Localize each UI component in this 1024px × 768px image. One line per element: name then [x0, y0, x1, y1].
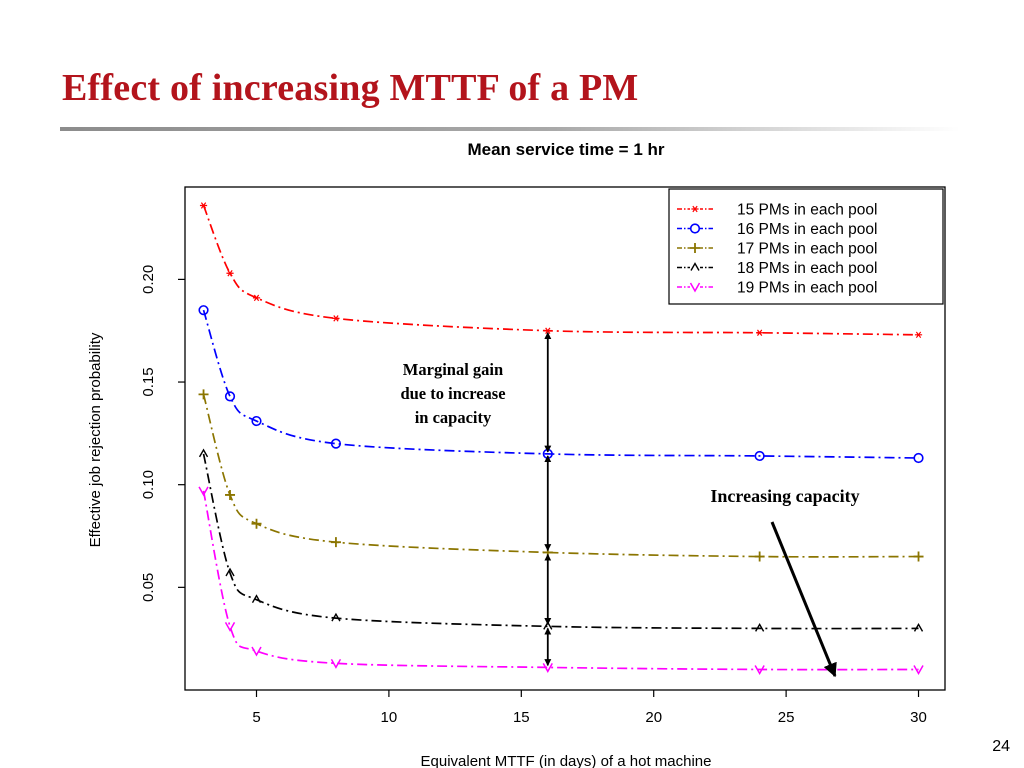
data-point [754, 450, 765, 462]
x-tick-label: 30 [910, 709, 927, 726]
legend-marker [690, 262, 700, 271]
increasing-capacity-arrow [770, 521, 837, 678]
data-point [913, 665, 924, 675]
y-tick-label: 0.10 [140, 470, 157, 499]
x-tick-label: 25 [778, 709, 795, 726]
data-point [224, 391, 236, 402]
series-17-pms [198, 389, 924, 562]
data-point [251, 518, 262, 529]
slide-title: Effect of increasing MTTF of a PM [62, 67, 639, 109]
x-axis-label: Equivalent MTTF (in days) of a hot machi… [421, 753, 712, 768]
series-line [202, 205, 919, 336]
series-16-pms [198, 305, 924, 464]
series-line [202, 394, 919, 558]
legend-marker [691, 205, 699, 213]
data-point [331, 612, 341, 622]
legend-box [668, 188, 944, 305]
data-point [198, 305, 209, 316]
data-point [754, 551, 765, 562]
data-point [225, 567, 235, 577]
data-point [913, 452, 924, 464]
legend-label: 15 PMs in each pool [737, 202, 877, 219]
x-tick-label: 5 [252, 709, 260, 726]
x-tick-label: 15 [513, 709, 530, 726]
data-point [330, 658, 342, 669]
increasing-capacity-annotation: Increasing capacity [710, 486, 860, 506]
y-tick-label: 0.05 [140, 573, 157, 602]
series-line [202, 453, 919, 630]
marginal-gain-annotation: Marginal gain due to increase in capacit… [380, 358, 526, 430]
data-point [198, 448, 209, 458]
legend-marker [689, 282, 701, 293]
series-19-pms [198, 486, 924, 675]
series-18-pms [198, 448, 924, 632]
marginal-gain-line: Marginal gain [402, 360, 504, 379]
data-point [198, 389, 209, 400]
legend-marker [690, 243, 700, 253]
data-point [252, 294, 261, 302]
data-point [913, 551, 924, 562]
legend-marker-bg [690, 281, 700, 293]
data-point [756, 329, 764, 337]
annotation-arrows [544, 332, 837, 678]
series-layer [198, 202, 924, 675]
data-point [754, 665, 765, 675]
legend-label: 18 PMs in each pool [737, 260, 877, 277]
legend-marker [689, 223, 701, 234]
data-point [755, 622, 765, 632]
data-point [251, 415, 262, 427]
legend-item: 16 PMs in each pool [677, 221, 877, 238]
data-point [913, 622, 924, 632]
page-number: 24 [992, 738, 1010, 755]
legend-item: 19 PMs in each pool [677, 280, 877, 297]
data-point [226, 269, 234, 277]
data-point [199, 202, 208, 209]
x-tick-label: 20 [645, 709, 662, 726]
legend-marker-bg [690, 222, 700, 235]
axes: 5 10 15 20 25 30 0.05 0.10 0.15 0.20 [140, 265, 927, 726]
y-tick-label: 0.15 [140, 367, 157, 396]
marginal-gain-line: in capacity [414, 408, 492, 427]
data-point [330, 438, 342, 449]
data-point [251, 594, 262, 604]
data-point [198, 486, 209, 497]
title-divider [60, 127, 960, 131]
legend-marker-bg [690, 261, 700, 274]
legend-label: 16 PMs in each pool [737, 221, 877, 238]
marginal-gain-line: due to increase [400, 384, 506, 403]
data-point [225, 489, 236, 500]
y-tick-label: 0.20 [140, 265, 157, 294]
chart-title: Mean service time = 1 hr [467, 140, 664, 159]
series-line [202, 309, 919, 459]
data-point [251, 646, 262, 657]
legend-item: 15 PMs in each pool [677, 202, 877, 219]
legend-label: 19 PMs in each pool [737, 280, 877, 297]
legend-item: 17 PMs in each pool [677, 241, 877, 258]
y-axis-label: Effective job rejection probability [87, 332, 104, 547]
data-point [330, 537, 341, 548]
series-line [202, 490, 919, 671]
legend: 15 PMs in each pool 16 PMs in each pool 17… [668, 188, 944, 305]
legend-item: 18 PMs in each pool [677, 260, 877, 277]
legend-label: 17 PMs in each pool [737, 241, 877, 258]
x-tick-label: 10 [381, 709, 398, 726]
data-point [332, 315, 340, 322]
data-point [224, 621, 236, 632]
plot-frame [184, 186, 946, 691]
data-point [914, 331, 923, 339]
